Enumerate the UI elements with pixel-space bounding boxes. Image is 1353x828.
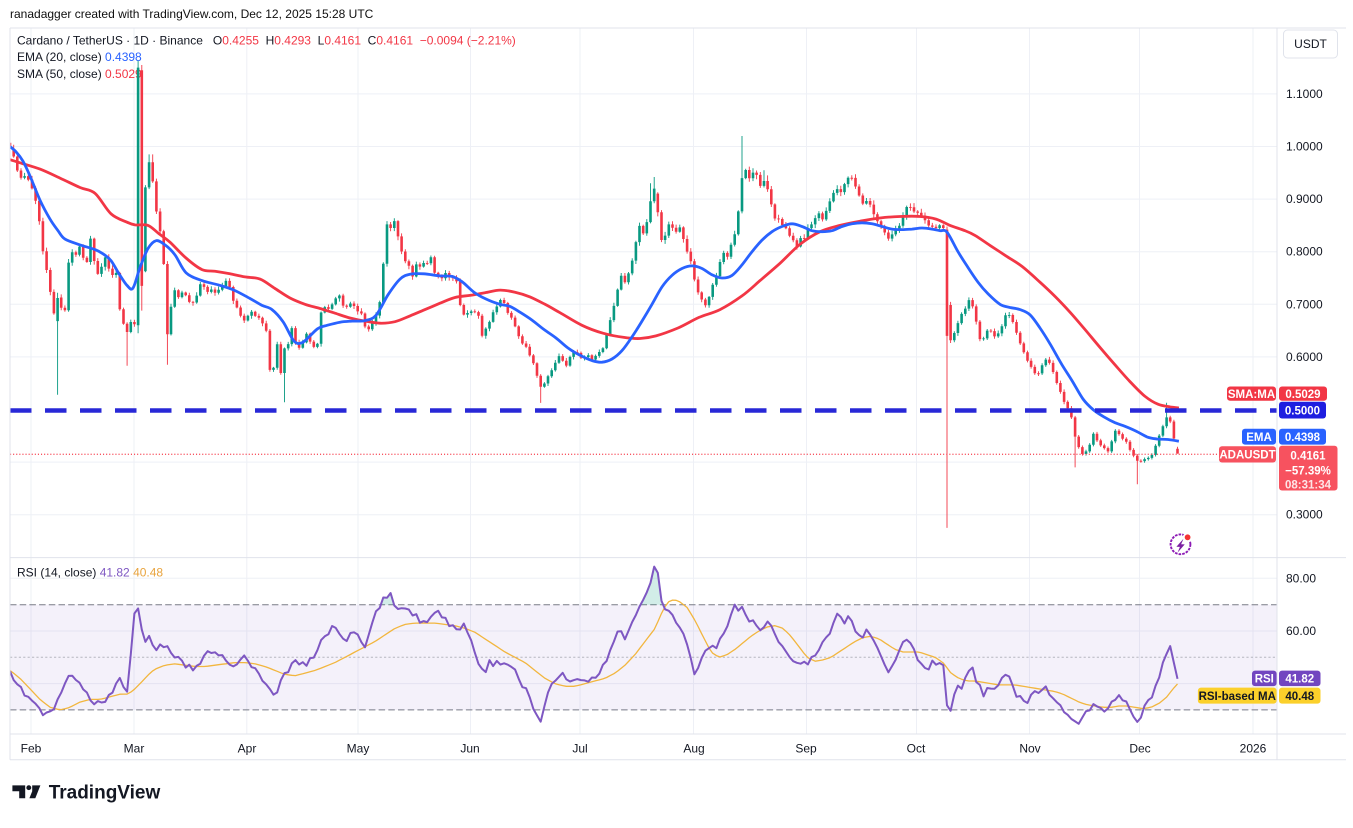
- svg-text:ADAUSDT: ADAUSDT: [1219, 450, 1275, 462]
- svg-text:0.9000: 0.9000: [1286, 192, 1323, 206]
- svg-text:Cardano / TetherUS · 1D · Bina: Cardano / TetherUS · 1D · Binance O0.425…: [17, 34, 516, 48]
- svg-text:Nov: Nov: [1019, 742, 1040, 756]
- svg-text:ranadagger created with Tradin: ranadagger created with TradingView.com,…: [10, 7, 374, 21]
- svg-text:1.0000: 1.0000: [1286, 140, 1323, 154]
- svg-text:40.48: 40.48: [1285, 691, 1314, 703]
- svg-text:2026: 2026: [1240, 742, 1267, 756]
- svg-text:1.1000: 1.1000: [1286, 87, 1323, 101]
- svg-text:EMA: EMA: [1246, 432, 1272, 444]
- svg-text:Oct: Oct: [907, 742, 926, 756]
- svg-text:0.5029: 0.5029: [1285, 389, 1320, 401]
- svg-text:0.4398: 0.4398: [1285, 432, 1321, 444]
- svg-text:60.00: 60.00: [1286, 624, 1316, 638]
- svg-text:USDT: USDT: [1294, 37, 1327, 51]
- svg-text:Aug: Aug: [683, 742, 704, 756]
- svg-text:TradingView: TradingView: [49, 782, 161, 803]
- svg-text:0.3000: 0.3000: [1286, 508, 1323, 522]
- svg-text:Dec: Dec: [1129, 742, 1150, 756]
- svg-text:May: May: [347, 742, 370, 756]
- svg-text:Jun: Jun: [460, 742, 479, 756]
- svg-text:0.4161: 0.4161: [1290, 451, 1326, 463]
- svg-text:SMA:MA: SMA:MA: [1228, 389, 1275, 401]
- svg-text:Apr: Apr: [238, 742, 257, 756]
- svg-text:Mar: Mar: [124, 742, 145, 756]
- svg-text:RSI-based MA: RSI-based MA: [1199, 691, 1276, 703]
- svg-text:RSI: RSI: [1255, 674, 1274, 686]
- svg-text:Feb: Feb: [21, 742, 42, 756]
- svg-text:0.5000: 0.5000: [1285, 405, 1320, 417]
- svg-text:Sep: Sep: [795, 742, 817, 756]
- svg-text:41.82: 41.82: [1285, 674, 1314, 686]
- svg-text:RSI (14, close) 41.82 40.48: RSI (14, close) 41.82 40.48: [17, 566, 163, 580]
- svg-text:−57.39%: −57.39%: [1285, 465, 1331, 477]
- svg-text:08:31:34: 08:31:34: [1285, 480, 1332, 492]
- svg-text:SMA (50, close) 0.5029: SMA (50, close) 0.5029: [17, 67, 142, 81]
- svg-text:80.00: 80.00: [1286, 571, 1316, 585]
- svg-text:0.7000: 0.7000: [1286, 297, 1323, 311]
- svg-text:Jul: Jul: [572, 742, 587, 756]
- svg-text:0.6000: 0.6000: [1286, 350, 1323, 364]
- svg-text:0.8000: 0.8000: [1286, 245, 1323, 259]
- svg-text:EMA (20, close) 0.4398: EMA (20, close) 0.4398: [17, 50, 142, 64]
